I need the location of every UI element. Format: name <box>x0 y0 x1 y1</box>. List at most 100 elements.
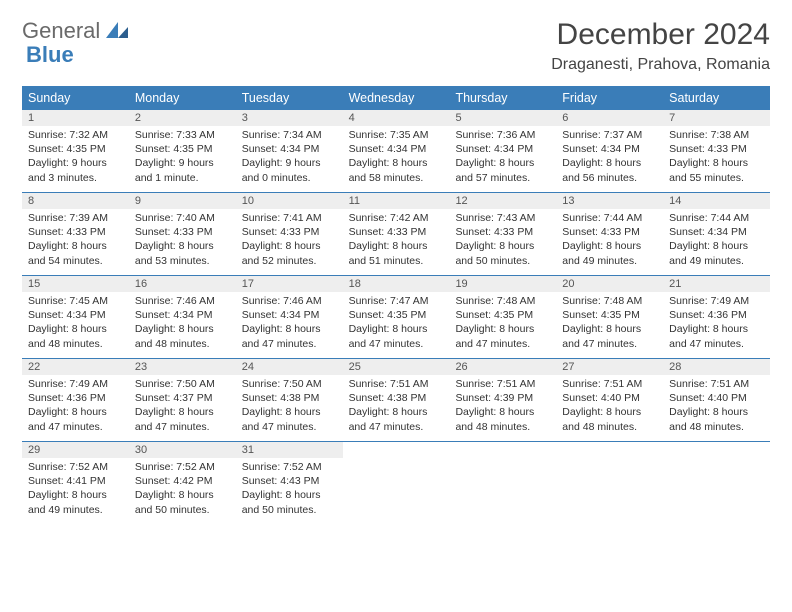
logo-line2: Blue <box>26 42 74 68</box>
day-cell: 17Sunrise: 7:46 AMSunset: 4:34 PMDayligh… <box>236 276 343 358</box>
sunrise-text: Sunrise: 7:46 AM <box>242 294 337 308</box>
sunset-text: Sunset: 4:34 PM <box>135 308 230 322</box>
sunrise-text: Sunrise: 7:42 AM <box>349 211 444 225</box>
daylight-text-1: Daylight: 8 hours <box>28 322 123 336</box>
day-body: Sunrise: 7:50 AMSunset: 4:37 PMDaylight:… <box>129 375 236 438</box>
day-number: 28 <box>663 359 770 375</box>
daylight-text-2: and 52 minutes. <box>242 254 337 268</box>
sunrise-text: Sunrise: 7:52 AM <box>135 460 230 474</box>
sunrise-text: Sunrise: 7:36 AM <box>455 128 550 142</box>
daylight-text-1: Daylight: 8 hours <box>562 322 657 336</box>
daylight-text-2: and 49 minutes. <box>669 254 764 268</box>
sunrise-text: Sunrise: 7:52 AM <box>242 460 337 474</box>
sunset-text: Sunset: 4:34 PM <box>669 225 764 239</box>
day-number: 17 <box>236 276 343 292</box>
calendar: Sunday Monday Tuesday Wednesday Thursday… <box>22 86 770 524</box>
daylight-text-1: Daylight: 9 hours <box>242 156 337 170</box>
weekday-header: Friday <box>556 86 663 110</box>
weekday-header-row: Sunday Monday Tuesday Wednesday Thursday… <box>22 86 770 110</box>
logo: General <box>22 18 130 44</box>
day-number: 22 <box>22 359 129 375</box>
sunset-text: Sunset: 4:33 PM <box>562 225 657 239</box>
sunrise-text: Sunrise: 7:48 AM <box>455 294 550 308</box>
sunrise-text: Sunrise: 7:47 AM <box>349 294 444 308</box>
week-row: 1Sunrise: 7:32 AMSunset: 4:35 PMDaylight… <box>22 110 770 193</box>
weekday-header: Saturday <box>663 86 770 110</box>
daylight-text-2: and 53 minutes. <box>135 254 230 268</box>
sunrise-text: Sunrise: 7:41 AM <box>242 211 337 225</box>
day-number: 11 <box>343 193 450 209</box>
day-body: Sunrise: 7:44 AMSunset: 4:34 PMDaylight:… <box>663 209 770 272</box>
daylight-text-1: Daylight: 8 hours <box>455 322 550 336</box>
day-body: Sunrise: 7:36 AMSunset: 4:34 PMDaylight:… <box>449 126 556 189</box>
day-number: 16 <box>129 276 236 292</box>
daylight-text-1: Daylight: 8 hours <box>135 405 230 419</box>
daylight-text-1: Daylight: 8 hours <box>562 239 657 253</box>
day-body: Sunrise: 7:52 AMSunset: 4:43 PMDaylight:… <box>236 458 343 521</box>
day-number: 2 <box>129 110 236 126</box>
daylight-text-2: and 48 minutes. <box>562 420 657 434</box>
daylight-text-2: and 50 minutes. <box>242 503 337 517</box>
day-body: Sunrise: 7:32 AMSunset: 4:35 PMDaylight:… <box>22 126 129 189</box>
sunrise-text: Sunrise: 7:51 AM <box>455 377 550 391</box>
day-cell: 7Sunrise: 7:38 AMSunset: 4:33 PMDaylight… <box>663 110 770 192</box>
day-number: 5 <box>449 110 556 126</box>
month-title: December 2024 <box>551 18 770 52</box>
daylight-text-2: and 1 minute. <box>135 171 230 185</box>
day-number: 24 <box>236 359 343 375</box>
sunrise-text: Sunrise: 7:50 AM <box>242 377 337 391</box>
day-number: 27 <box>556 359 663 375</box>
daylight-text-1: Daylight: 8 hours <box>455 239 550 253</box>
day-number: 9 <box>129 193 236 209</box>
day-cell: 9Sunrise: 7:40 AMSunset: 4:33 PMDaylight… <box>129 193 236 275</box>
day-body: Sunrise: 7:49 AMSunset: 4:36 PMDaylight:… <box>22 375 129 438</box>
day-cell: 18Sunrise: 7:47 AMSunset: 4:35 PMDayligh… <box>343 276 450 358</box>
day-number: 7 <box>663 110 770 126</box>
sunset-text: Sunset: 4:33 PM <box>455 225 550 239</box>
day-body: Sunrise: 7:52 AMSunset: 4:41 PMDaylight:… <box>22 458 129 521</box>
day-cell: 27Sunrise: 7:51 AMSunset: 4:40 PMDayligh… <box>556 359 663 441</box>
sunrise-text: Sunrise: 7:34 AM <box>242 128 337 142</box>
day-cell: 25Sunrise: 7:51 AMSunset: 4:38 PMDayligh… <box>343 359 450 441</box>
daylight-text-2: and 51 minutes. <box>349 254 444 268</box>
sunrise-text: Sunrise: 7:52 AM <box>28 460 123 474</box>
daylight-text-2: and 54 minutes. <box>28 254 123 268</box>
day-cell: 2Sunrise: 7:33 AMSunset: 4:35 PMDaylight… <box>129 110 236 192</box>
location-text: Draganesti, Prahova, Romania <box>551 56 770 74</box>
sunset-text: Sunset: 4:42 PM <box>135 474 230 488</box>
sunset-text: Sunset: 4:33 PM <box>242 225 337 239</box>
daylight-text-2: and 48 minutes. <box>669 420 764 434</box>
sunset-text: Sunset: 4:33 PM <box>28 225 123 239</box>
daylight-text-1: Daylight: 8 hours <box>135 322 230 336</box>
sunrise-text: Sunrise: 7:38 AM <box>669 128 764 142</box>
daylight-text-2: and 55 minutes. <box>669 171 764 185</box>
day-cell: 10Sunrise: 7:41 AMSunset: 4:33 PMDayligh… <box>236 193 343 275</box>
daylight-text-2: and 58 minutes. <box>349 171 444 185</box>
daylight-text-1: Daylight: 8 hours <box>135 239 230 253</box>
sunset-text: Sunset: 4:35 PM <box>135 142 230 156</box>
sunset-text: Sunset: 4:34 PM <box>28 308 123 322</box>
daylight-text-2: and 49 minutes. <box>562 254 657 268</box>
sunrise-text: Sunrise: 7:51 AM <box>349 377 444 391</box>
sunset-text: Sunset: 4:40 PM <box>562 391 657 405</box>
daylight-text-2: and 49 minutes. <box>28 503 123 517</box>
sunrise-text: Sunrise: 7:32 AM <box>28 128 123 142</box>
sunrise-text: Sunrise: 7:46 AM <box>135 294 230 308</box>
day-body: Sunrise: 7:46 AMSunset: 4:34 PMDaylight:… <box>129 292 236 355</box>
daylight-text-1: Daylight: 8 hours <box>455 156 550 170</box>
day-number: 13 <box>556 193 663 209</box>
day-cell <box>449 442 556 524</box>
sunset-text: Sunset: 4:39 PM <box>455 391 550 405</box>
title-block: December 2024 Draganesti, Prahova, Roman… <box>551 18 770 74</box>
sunrise-text: Sunrise: 7:39 AM <box>28 211 123 225</box>
daylight-text-1: Daylight: 8 hours <box>455 405 550 419</box>
daylight-text-1: Daylight: 8 hours <box>349 322 444 336</box>
sunrise-text: Sunrise: 7:50 AM <box>135 377 230 391</box>
day-number: 25 <box>343 359 450 375</box>
sunrise-text: Sunrise: 7:35 AM <box>349 128 444 142</box>
sunset-text: Sunset: 4:35 PM <box>562 308 657 322</box>
sunset-text: Sunset: 4:38 PM <box>349 391 444 405</box>
sunrise-text: Sunrise: 7:44 AM <box>562 211 657 225</box>
daylight-text-1: Daylight: 9 hours <box>135 156 230 170</box>
day-number: 29 <box>22 442 129 458</box>
